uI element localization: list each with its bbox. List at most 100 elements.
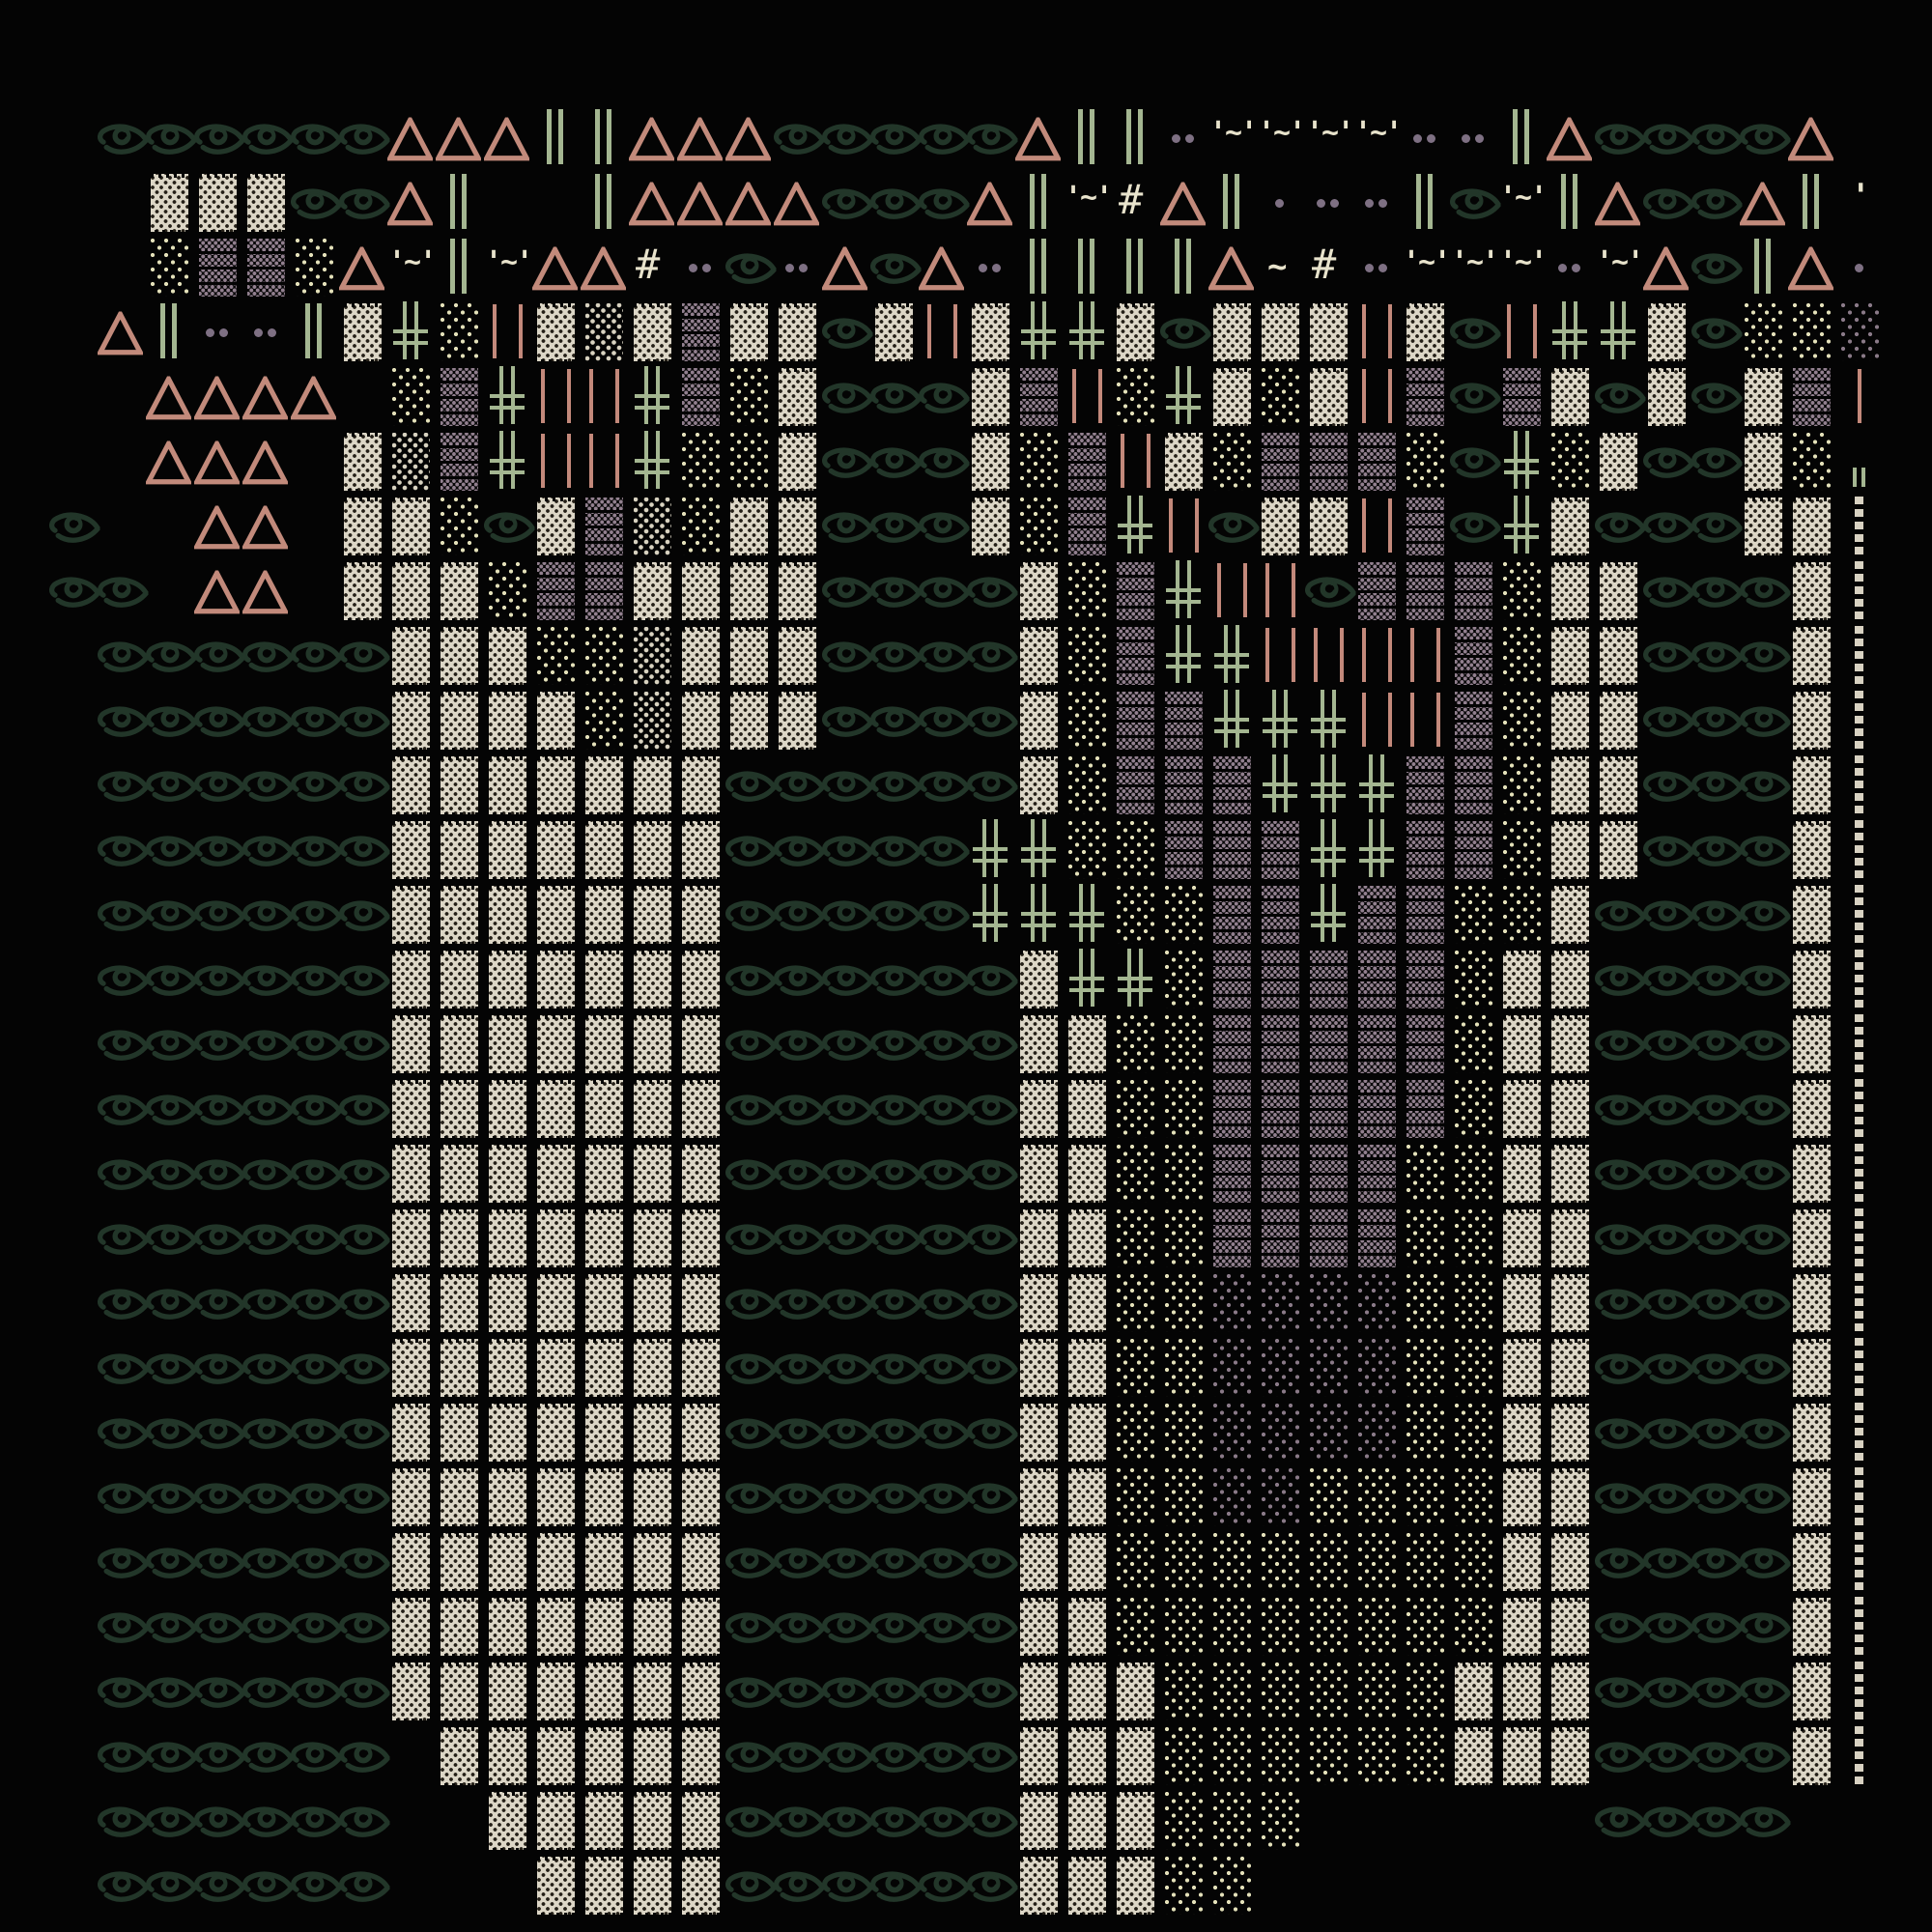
eye-icon [964,1286,1018,1322]
jagged-strip [1855,1662,1863,1719]
wall-woven-block [1600,821,1637,879]
wall-woven-block [392,692,430,750]
eye-icon [1640,1221,1694,1258]
pillar-bars-icon [1072,369,1102,423]
eye-icon [1689,1221,1743,1258]
wall-woven-block [585,1792,623,1850]
rubble-sparse-block [1165,1533,1203,1591]
eye-icon [771,121,825,157]
eye-icon [1689,250,1743,287]
eye-icon [143,1415,197,1452]
wall-woven-block [585,1468,623,1526]
eye-icon [867,1415,922,1452]
eye-icon [1157,315,1211,352]
eye-icon [336,1674,390,1711]
wall-woven-block [1503,1209,1541,1267]
wall-woven-block [1551,1468,1589,1526]
wall-woven-block [585,951,623,1009]
eye-icon [1206,509,1260,546]
eye-icon [288,1027,342,1064]
wall-woven-block [1165,433,1203,491]
rubble-sparse-block [1310,1598,1348,1656]
wall-woven-block [1551,1145,1589,1203]
mountain-icon [581,246,626,291]
tree-bars-icon [1561,174,1577,229]
wall-woven-block [392,1274,430,1332]
eye-icon [240,1027,294,1064]
wall-woven-block [1020,1727,1058,1785]
tree-bars-icon [1803,174,1819,229]
rubble-sparse-block [1165,1209,1203,1267]
eye-icon [819,380,873,416]
eye-icon [191,121,245,157]
wall-woven-block [1020,1662,1058,1720]
eye-icon [771,1480,825,1517]
rubble-sparse-block [1406,1209,1444,1267]
wall-woven-block [1117,1727,1154,1785]
eye-icon [771,1286,825,1322]
eye-icon [240,962,294,999]
rubble-sparse-block [440,303,478,361]
double-cross-icon [973,884,1008,942]
eye-icon [1640,121,1694,157]
rubble-sparse-block [1165,1274,1203,1332]
eye-icon [964,574,1018,611]
wall-woven-block [489,1533,526,1591]
wall-woven-block [682,1015,720,1073]
wall-woven-block [1068,1533,1106,1591]
eye-icon [964,1804,1018,1840]
eye-icon [1689,1286,1743,1322]
eye-icon [1592,1674,1646,1711]
eye-icon [143,1480,197,1517]
eye-icon [288,1092,342,1128]
wall-woven-block [634,303,671,361]
mauve-wall-block [247,239,285,297]
tree-bars-icon [1126,109,1143,164]
rubble-sparse-block [1165,951,1203,1009]
wall-woven-block [537,1727,575,1785]
mauve-wall-block [1262,1145,1299,1203]
eye-icon [916,1804,970,1840]
tree-bars-icon [595,174,611,229]
eye-icon [143,1286,197,1322]
wall-woven-block [634,886,671,944]
pillar-bars-icon [589,434,619,488]
eye-icon [191,639,245,675]
mauve-wall-block [1358,433,1396,491]
rubble-sparse-block [1406,1598,1444,1656]
eye-icon [771,1092,825,1128]
eye-icon [771,768,825,805]
mauve-wall-block [1213,951,1251,1009]
rubble-sparse-block [1406,1404,1444,1462]
wall-woven-block [1600,433,1637,491]
wall-woven-block [1503,1468,1541,1526]
eye-icon [95,962,149,999]
eye-icon [336,1609,390,1646]
mountain-icon [677,117,723,161]
wall-woven-block [537,1145,575,1203]
mountain-icon [1788,117,1833,161]
rubble-sparse-block [682,433,720,491]
mauve-wall-block [1165,692,1203,750]
eye-icon [723,1545,777,1581]
pillar-bars-icon [493,304,523,358]
mauve-wall-block [1455,627,1492,685]
wall-woven-block [682,1339,720,1397]
eye-icon [723,1350,777,1387]
eye-icon [191,962,245,999]
rubble-sparse-block [1117,1015,1154,1073]
wall-woven-block [440,756,478,814]
dots-glyph [254,328,263,337]
wall-woven-block [730,497,768,555]
rubble-sparse-block [1406,1468,1444,1526]
mountain-icon [725,182,771,226]
eye-icon [1592,1609,1646,1646]
wall-woven-block [1262,497,1299,555]
eye-icon [143,1027,197,1064]
mountain-icon [1160,182,1206,226]
eye-icon [867,121,922,157]
wall-woven-block [1648,368,1686,426]
double-cross-icon [635,366,669,424]
double-cross-icon [490,366,525,424]
wall-woven-block [489,1792,526,1850]
